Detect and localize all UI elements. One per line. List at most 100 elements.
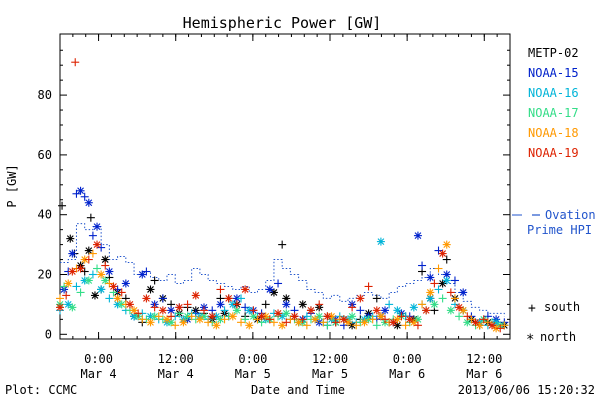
marker-noaa-19 — [224, 294, 233, 303]
marker-noaa-15 — [413, 231, 422, 240]
marker-noaa-15 — [241, 303, 250, 312]
marker-noaa-19 — [158, 306, 167, 315]
marker-noaa-15 — [113, 285, 122, 294]
marker-metp-02 — [146, 285, 155, 294]
marker-metp-02 — [80, 267, 89, 276]
marker-metp-02 — [261, 300, 270, 309]
legend-entry-noaa-17: NOAA-17 — [528, 106, 579, 120]
marker-noaa-19 — [109, 282, 118, 291]
marker-noaa-18 — [302, 321, 311, 330]
x-tick-date-label: Mar 5 — [312, 367, 348, 381]
x-tick-date-label: Mar 6 — [466, 367, 502, 381]
marker-noaa-17 — [430, 300, 439, 309]
marker-noaa-17 — [446, 306, 455, 315]
marker-noaa-19 — [200, 306, 208, 315]
marker-noaa-16 — [64, 300, 73, 309]
marker-noaa-19 — [323, 312, 332, 321]
marker-noaa-15 — [282, 300, 291, 309]
marker-noaa-18 — [162, 315, 171, 324]
marker-noaa-17 — [68, 303, 77, 312]
marker-noaa-15 — [88, 231, 97, 240]
marker-noaa-19 — [191, 291, 200, 300]
marker-noaa-17 — [249, 312, 258, 321]
marker-noaa-19 — [257, 312, 266, 321]
marker-noaa-17 — [282, 309, 291, 318]
legend-entry-noaa-18: NOAA-18 — [528, 126, 579, 140]
legend: METP-02 NOAA-15 NOAA-16 NOAA-17 NOAA-18 NOAA-… — [528, 46, 579, 160]
marker-noaa-15 — [442, 270, 451, 279]
marker-noaa-19 — [455, 303, 464, 312]
marker-noaa-19 — [56, 303, 64, 312]
marker-noaa-18 — [467, 315, 476, 324]
marker-noaa-19 — [76, 264, 85, 273]
marker-noaa-15 — [68, 249, 77, 258]
marker-noaa-18 — [237, 318, 246, 327]
marker-noaa-15 — [450, 276, 459, 285]
ovation-hpi-line — [60, 223, 505, 317]
marker-noaa-15 — [158, 294, 167, 303]
y-axis-label: P [GW] — [5, 164, 19, 207]
marker-noaa-18 — [368, 315, 377, 324]
marker-noaa-16 — [88, 270, 97, 279]
marker-noaa-19 — [68, 267, 77, 276]
marker-noaa-19 — [216, 285, 225, 294]
marker-noaa-18 — [179, 318, 188, 327]
marker-noaa-15 — [356, 306, 365, 315]
marker-metp-02 — [438, 279, 447, 288]
y-tick-label: 80 — [38, 88, 52, 102]
marker-noaa-16 — [220, 306, 229, 315]
marker-noaa-15 — [418, 261, 427, 270]
marker-noaa-16 — [72, 282, 81, 291]
marker-noaa-15 — [80, 192, 89, 201]
marker-noaa-15 — [76, 186, 85, 195]
y-axis-ticks: 0 20 40 60 80 — [38, 49, 510, 341]
marker-noaa-18 — [88, 249, 97, 258]
marker-noaa-19 — [306, 306, 315, 315]
plot-frame — [59, 33, 511, 340]
marker-noaa-19 — [274, 309, 283, 318]
marker-metp-02 — [86, 213, 95, 222]
y-tick-label: 0 — [45, 327, 52, 341]
marker-noaa-19 — [422, 306, 431, 315]
marker-noaa-15 — [105, 267, 114, 276]
marker-noaa-17 — [76, 288, 85, 297]
marker-noaa-19 — [479, 315, 488, 324]
marker-noaa-19 — [298, 315, 307, 324]
north-marker-label: north — [540, 330, 576, 344]
marker-noaa-18 — [220, 315, 229, 324]
marker-noaa-18 — [154, 312, 163, 321]
marker-noaa-17 — [372, 321, 381, 330]
marker-noaa-18 — [64, 279, 73, 288]
x-tick-date-label: Mar 4 — [158, 367, 194, 381]
marker-noaa-16 — [302, 312, 311, 321]
marker-noaa-18 — [483, 318, 492, 327]
marker-noaa-19 — [331, 318, 340, 327]
marker-noaa-19 — [150, 303, 159, 312]
marker-noaa-16 — [385, 300, 394, 309]
marker-noaa-17 — [323, 321, 332, 330]
marker-noaa-18 — [228, 312, 237, 321]
marker-noaa-18 — [376, 312, 385, 321]
marker-noaa-19 — [413, 321, 422, 330]
satellite-markers — [56, 58, 509, 333]
marker-noaa-17 — [455, 312, 464, 321]
marker-noaa-18 — [113, 294, 122, 303]
marker-metp-02 — [372, 294, 381, 303]
marker-metp-02 — [84, 246, 93, 255]
marker-noaa-19 — [125, 300, 134, 309]
marker-noaa-18 — [319, 318, 328, 327]
marker-noaa-17 — [232, 306, 241, 315]
legend-entry-noaa-16: NOAA-16 — [528, 86, 579, 100]
x-axis-label: Date and Time — [251, 383, 345, 397]
marker-noaa-19 — [93, 240, 102, 249]
marker-noaa-19 — [438, 249, 447, 258]
x-tick-time-label: 12:00 — [466, 352, 502, 366]
marker-noaa-19 — [381, 315, 390, 324]
marker-noaa-18 — [401, 321, 410, 330]
marker-noaa-19 — [372, 306, 381, 315]
legend-entry-metp-02: METP-02 — [528, 46, 579, 60]
marker-noaa-15 — [274, 279, 283, 288]
legend-entry-noaa-15: NOAA-15 — [528, 66, 579, 80]
marker-noaa-16 — [434, 285, 443, 294]
